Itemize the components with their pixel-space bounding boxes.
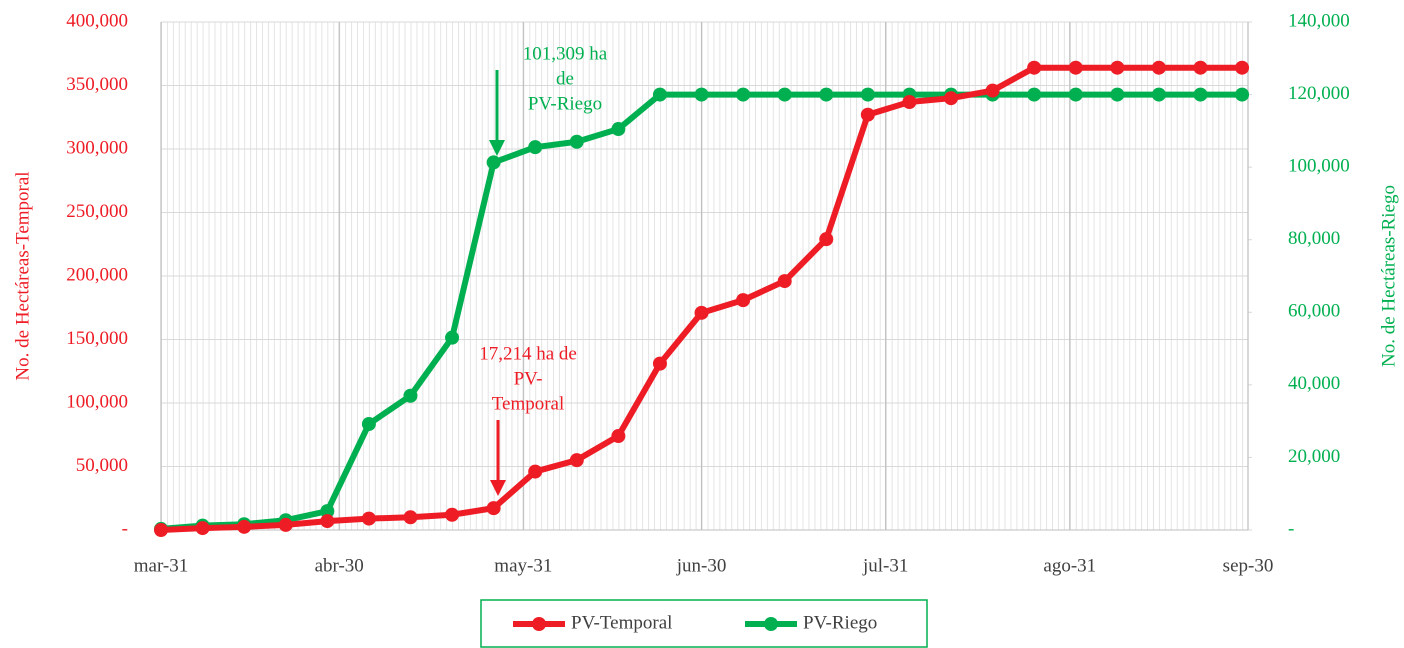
annotation: 17,214 ha de xyxy=(479,343,577,364)
data-point xyxy=(445,330,460,345)
y2-tick-label: 60,000 xyxy=(1288,301,1340,322)
data-point xyxy=(1151,87,1166,102)
data-point xyxy=(1027,60,1042,75)
y-tick-label: 250,000 xyxy=(66,201,128,222)
legend-marker xyxy=(532,617,546,631)
y-tick-label: 350,000 xyxy=(66,74,128,95)
y-tick-label: 100,000 xyxy=(66,391,128,412)
data-point xyxy=(1110,87,1125,102)
x-tick-label: sep-30 xyxy=(1223,555,1274,576)
annotation: 101,309 ha xyxy=(523,43,608,64)
data-point xyxy=(1235,60,1250,75)
plot xyxy=(154,60,1250,537)
data-point xyxy=(154,523,168,537)
y-tick-label: 400,000 xyxy=(66,10,128,31)
data-point xyxy=(1068,87,1083,102)
data-point xyxy=(985,83,1000,98)
x-tick-label: mar-31 xyxy=(134,555,189,576)
y2-tick-label: 20,000 xyxy=(1288,446,1340,467)
data-point xyxy=(1193,87,1208,102)
data-point xyxy=(652,356,667,371)
data-point xyxy=(528,464,543,479)
y2-tick-label: 100,000 xyxy=(1288,156,1350,177)
x-tick-label: jul-31 xyxy=(862,555,908,576)
y2-tick-label: 80,000 xyxy=(1288,228,1340,249)
x-tick-label: abr-30 xyxy=(315,555,364,576)
data-point xyxy=(569,134,584,149)
data-point xyxy=(694,87,709,102)
data-point xyxy=(819,232,834,247)
data-point xyxy=(944,91,959,106)
data-point xyxy=(237,519,252,534)
data-point xyxy=(361,417,376,432)
legend: PV-Temporal PV-Riego xyxy=(513,612,877,633)
annotation: Temporal xyxy=(492,393,565,414)
legend-label: PV-Riego xyxy=(803,612,877,633)
data-point xyxy=(1068,60,1083,75)
data-point xyxy=(403,510,418,525)
data-point xyxy=(278,517,293,532)
annotation: PV- xyxy=(514,368,543,389)
legend-marker xyxy=(764,617,778,631)
y-tick-label: 50,000 xyxy=(76,455,128,476)
y2-tick-label: 120,000 xyxy=(1288,83,1350,104)
y-tick-label: 150,000 xyxy=(66,328,128,349)
data-point xyxy=(1151,60,1166,75)
data-point xyxy=(320,514,335,529)
y-tick-label: - xyxy=(122,518,128,539)
annotation: PV-Riego xyxy=(528,93,602,114)
y2-tick-label: 140,000 xyxy=(1288,10,1350,31)
data-point xyxy=(528,140,543,155)
y2-tick-label: 40,000 xyxy=(1288,373,1340,394)
annotation-arrowhead xyxy=(489,140,505,156)
data-point xyxy=(860,87,875,102)
data-point xyxy=(777,274,792,289)
data-point xyxy=(652,87,667,102)
x-tick-label: may-31 xyxy=(494,555,552,576)
data-point xyxy=(445,507,460,522)
annotation: de xyxy=(556,68,574,89)
data-point xyxy=(1235,87,1250,102)
data-point xyxy=(902,95,917,110)
data-point xyxy=(860,107,875,122)
data-point xyxy=(1193,60,1208,75)
y-tick-label: 300,000 xyxy=(66,137,128,158)
data-point xyxy=(486,155,501,170)
data-point xyxy=(819,87,834,102)
data-point xyxy=(195,521,210,536)
data-point xyxy=(569,453,584,468)
data-point xyxy=(611,429,626,444)
y-tick-label: 200,000 xyxy=(66,264,128,285)
y2-axis-label: No. de Hectáreas-Riego xyxy=(1378,185,1399,367)
y-axis-label: No. de Hectáreas-Temporal xyxy=(12,171,33,380)
grid xyxy=(160,21,1252,531)
data-point xyxy=(320,504,335,519)
annotation-arrowhead xyxy=(490,480,506,496)
data-point xyxy=(403,388,418,403)
x-tick-label: jun-30 xyxy=(676,555,727,576)
data-point xyxy=(694,305,709,320)
data-point xyxy=(736,293,751,308)
data-point xyxy=(736,87,751,102)
data-point xyxy=(361,511,376,526)
data-point xyxy=(486,501,501,516)
data-point xyxy=(1027,87,1042,102)
y2-tick-label: - xyxy=(1288,518,1294,539)
data-point xyxy=(1110,60,1125,75)
data-point xyxy=(611,122,626,137)
x-tick-label: ago-31 xyxy=(1043,555,1096,576)
legend-label: PV-Temporal xyxy=(571,612,672,633)
data-point xyxy=(777,87,792,102)
